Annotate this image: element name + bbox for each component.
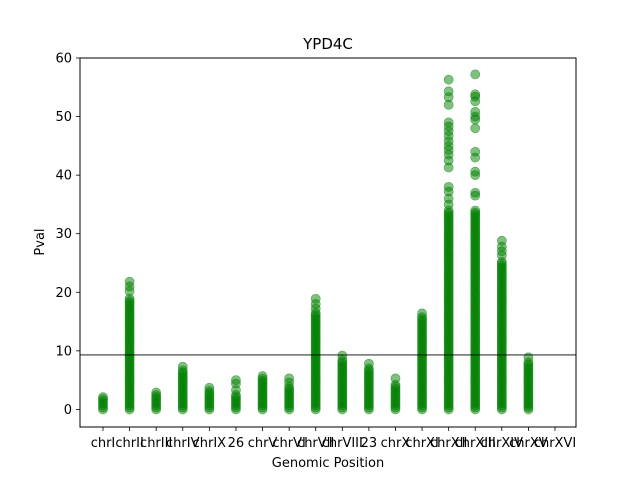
x-tick-label-chrIX: chrIX <box>193 436 227 451</box>
x-tick-label-23: 23 <box>361 436 378 451</box>
data-point <box>470 106 481 117</box>
data-point <box>98 392 108 403</box>
y-tick-label: 50 <box>55 110 72 125</box>
y-axis: 0 10 20 30 40 50 60 <box>55 52 80 418</box>
x-tick-label-chrXV: chrXV <box>509 436 548 451</box>
y-tick-label: 10 <box>55 344 72 359</box>
data-point <box>177 361 188 372</box>
x-tick-label-26: 26 <box>228 436 245 451</box>
y-tick-label: 0 <box>64 403 72 418</box>
plot-area-frame <box>79 57 577 428</box>
x-tick-label-chrVI: chrVI <box>272 436 305 451</box>
x-tick-label-chrXII: chrXII <box>430 436 467 451</box>
y-tick-label: 20 <box>55 286 72 301</box>
data-point <box>496 235 507 246</box>
data-point <box>470 69 481 80</box>
data-point <box>284 373 295 384</box>
x-tick-label-chrXI: chrXI <box>405 436 438 451</box>
data-point <box>390 373 401 384</box>
data-point <box>470 89 481 100</box>
data-points <box>98 69 534 415</box>
x-tick-label-chrI: chrI <box>91 436 116 451</box>
x-tick-label-chrVIII: chrVIII <box>322 436 363 451</box>
x-tick-label-chrIII: chrIII <box>140 436 172 451</box>
data-point <box>470 123 481 134</box>
data-point <box>443 117 454 128</box>
y-tick-label: 40 <box>55 169 72 184</box>
y-tick-label: 60 <box>55 52 72 67</box>
data-point <box>417 308 427 319</box>
chart-title: YPD4C <box>302 35 353 53</box>
y-tick-label: 30 <box>55 227 72 242</box>
x-tick-label-chrXVI: chrXVI <box>534 436 576 451</box>
data-point <box>470 205 481 216</box>
data-point <box>443 86 454 97</box>
data-point <box>310 293 321 304</box>
y-axis-label: Pval <box>33 228 48 255</box>
data-point <box>363 358 374 369</box>
x-tick-label-chrXIII: chrXIII <box>455 436 496 451</box>
x-tick-label-chrII: chrII <box>115 436 143 451</box>
data-point <box>470 146 481 157</box>
x-tick-label-chrVII: chrVII <box>297 436 334 451</box>
x-tick-label-chrX: chrX <box>381 436 411 451</box>
data-point <box>443 74 454 85</box>
data-point <box>470 166 481 177</box>
data-point <box>443 181 454 192</box>
data-point <box>124 276 135 287</box>
x-tick-label-chrIV: chrIV <box>166 436 200 451</box>
data-point <box>257 371 268 381</box>
x-tick-label-chrV: chrV <box>248 436 278 451</box>
data-point <box>151 387 162 398</box>
data-point <box>470 187 481 198</box>
data-point <box>204 382 215 393</box>
x-axis-label: Genomic Position <box>272 456 384 471</box>
data-point <box>337 350 348 361</box>
x-tick-label-chrXIV: chrXIV <box>481 436 523 451</box>
data-point <box>523 352 534 363</box>
data-point <box>231 375 241 386</box>
